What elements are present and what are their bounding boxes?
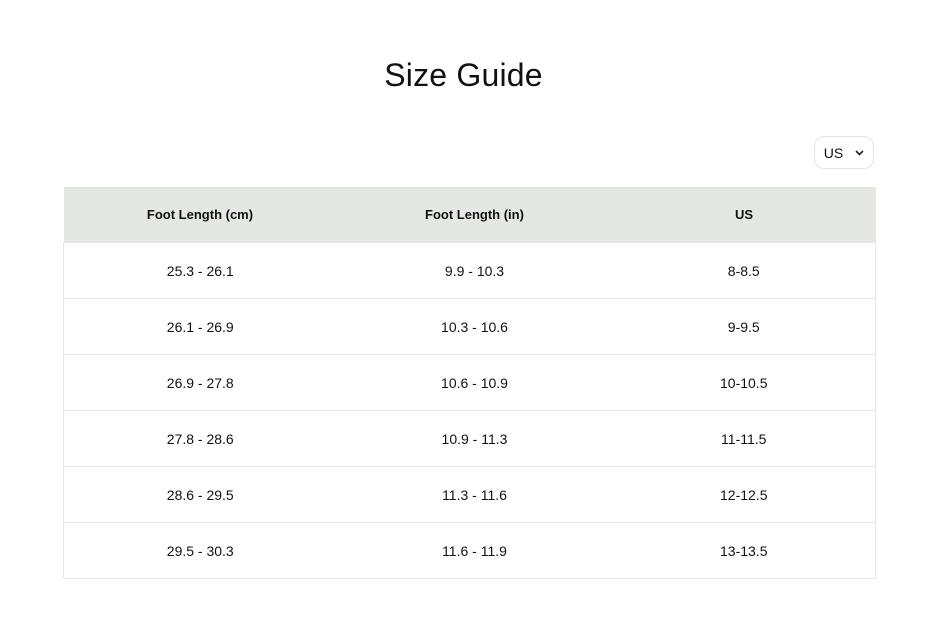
cell-foot-length-in: 10.6 - 10.9 — [336, 354, 613, 411]
cell-foot-length-in: 11.3 - 11.6 — [336, 466, 613, 523]
cell-foot-length-in: 9.9 - 10.3 — [336, 242, 613, 299]
header-us: US — [612, 187, 876, 243]
cell-us: 11-11.5 — [612, 410, 876, 467]
cell-foot-length-cm: 28.6 - 29.5 — [63, 466, 337, 523]
header-foot-length-cm: Foot Length (cm) — [63, 187, 337, 243]
table-row: 29.5 - 30.3 11.6 - 11.9 13-13.5 — [63, 522, 876, 579]
cell-foot-length-in: 10.3 - 10.6 — [336, 298, 613, 355]
cell-foot-length-cm: 27.8 - 28.6 — [63, 410, 337, 467]
cell-us: 13-13.5 — [612, 522, 876, 579]
cell-foot-length-cm: 26.9 - 27.8 — [63, 354, 337, 411]
table-header-row: Foot Length (cm) Foot Length (in) US — [63, 187, 876, 243]
table-row: 27.8 - 28.6 10.9 - 11.3 11-11.5 — [63, 410, 876, 467]
cell-us: 8-8.5 — [612, 242, 876, 299]
cell-us: 9-9.5 — [612, 298, 876, 355]
size-system-select[interactable]: US — [814, 136, 874, 169]
cell-foot-length-in: 10.9 - 11.3 — [336, 410, 613, 467]
cell-us: 10-10.5 — [612, 354, 876, 411]
table-row: 26.1 - 26.9 10.3 - 10.6 9-9.5 — [63, 298, 876, 355]
chevron-down-icon — [855, 149, 864, 156]
table-row: 26.9 - 27.8 10.6 - 10.9 10-10.5 — [63, 354, 876, 411]
size-system-value: US — [823, 144, 844, 161]
cell-foot-length-cm: 26.1 - 26.9 — [63, 298, 337, 355]
header-foot-length-in: Foot Length (in) — [336, 187, 613, 243]
cell-foot-length-cm: 29.5 - 30.3 — [63, 522, 337, 579]
page-title: Size Guide — [384, 57, 543, 94]
table-row: 28.6 - 29.5 11.3 - 11.6 12-12.5 — [63, 466, 876, 523]
cell-foot-length-cm: 25.3 - 26.1 — [63, 242, 337, 299]
cell-foot-length-in: 11.6 - 11.9 — [336, 522, 613, 579]
table-row: 25.3 - 26.1 9.9 - 10.3 8-8.5 — [63, 242, 876, 299]
size-table: Foot Length (cm) Foot Length (in) US 25.… — [63, 187, 876, 579]
cell-us: 12-12.5 — [612, 466, 876, 523]
